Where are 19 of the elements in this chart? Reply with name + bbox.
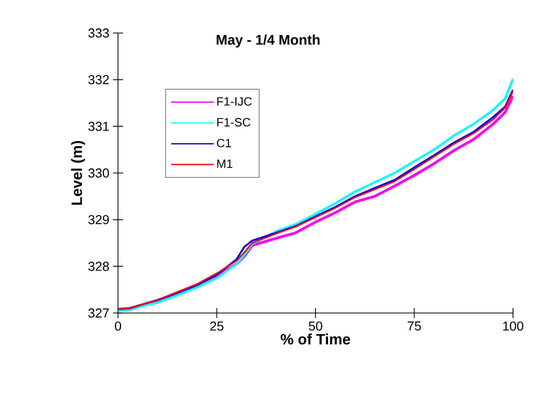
y-tick-label: 331 [88,122,109,131]
chart-title: May - 1/4 Month [216,34,320,48]
x-tick-label: 75 [408,322,421,331]
y-axis-title: Level (m) [71,140,86,205]
x-tick-label: 100 [503,322,524,331]
legend-label: M1 [217,160,232,168]
y-tick-label: 330 [88,168,109,178]
legend-label: F1-IJC [217,97,252,106]
legend-label: C1 [216,138,231,148]
x-tick-label: 25 [210,322,224,331]
x-tick-label: 50 [308,322,322,331]
y-tick-label: 328 [88,262,109,271]
y-tick-label: 332 [88,75,109,84]
y-tick-label: 333 [88,28,109,38]
y-tick-label: 329 [88,215,109,224]
x-tick-label: 0 [114,322,122,331]
y-tick-label: 327 [88,308,109,318]
legend-label: F1-SC [217,118,250,126]
x-axis-title: % of Time [280,334,350,344]
